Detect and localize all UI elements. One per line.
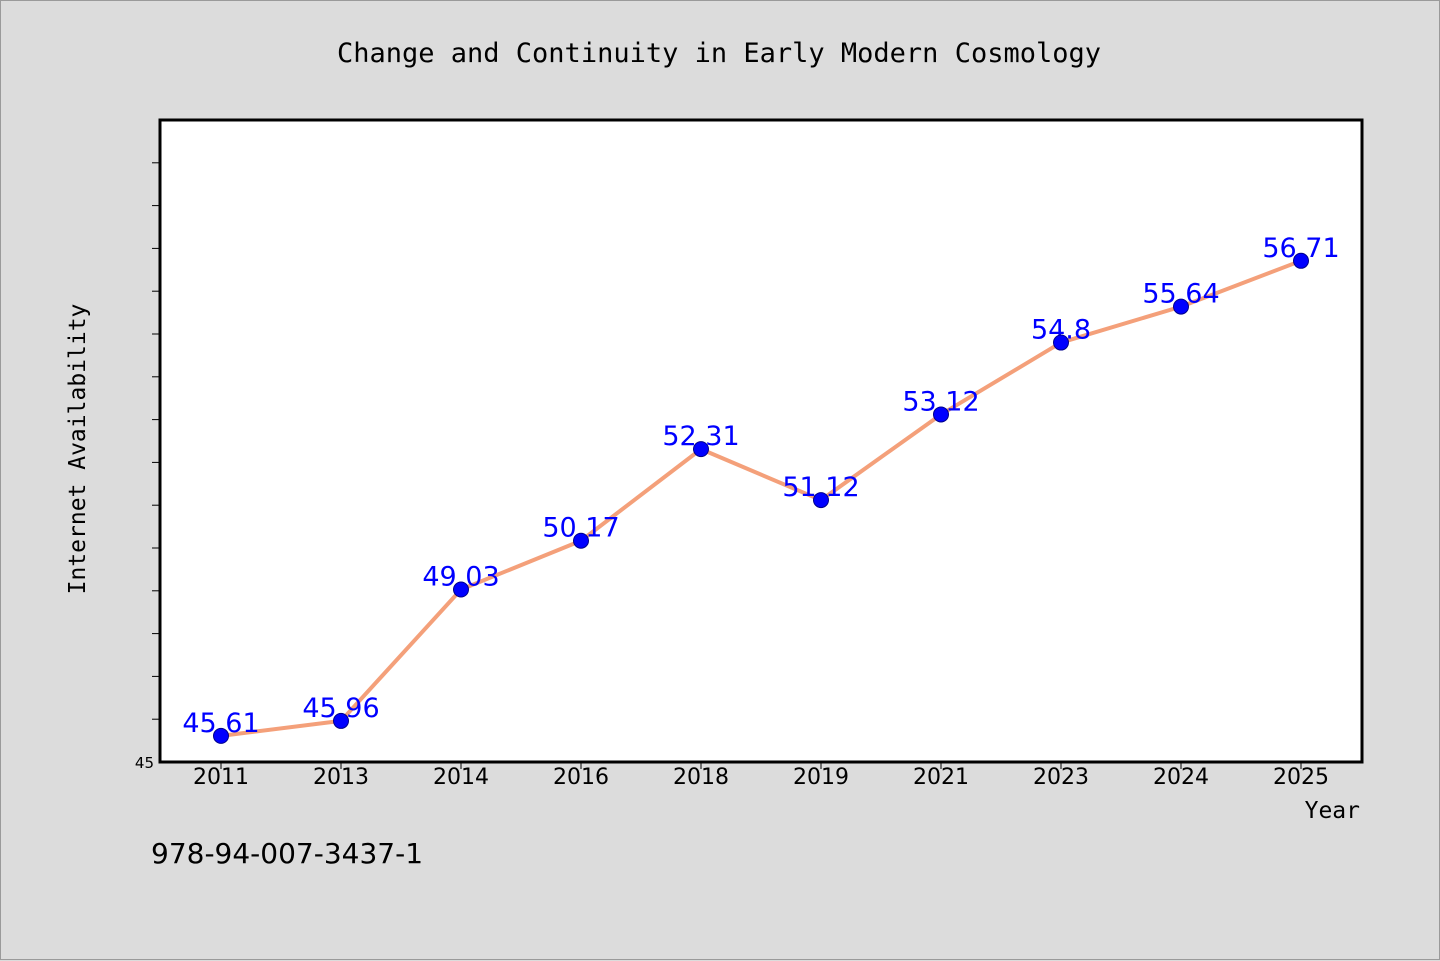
series-line [219, 258, 1303, 738]
data-point [693, 441, 709, 458]
x-tick-label: 2023 [1033, 765, 1089, 790]
data-point [453, 581, 469, 598]
y-axis-ticks [152, 162, 160, 720]
y-axis-label: Internet Availability [65, 304, 91, 595]
data-point [1293, 252, 1309, 269]
series-line-group: 45.61 45.9649.0350.1752.3151.1253.1254.85… [182, 233, 1340, 744]
data-point [1173, 298, 1189, 315]
x-tick-label: 2024 [1153, 765, 1209, 790]
plot-area [158, 118, 1364, 764]
x-tick-label: 2025 [1273, 765, 1329, 790]
data-point [1053, 334, 1069, 351]
data-point [573, 532, 589, 549]
x-tick-label: 2014 [433, 765, 489, 790]
x-tick-label: 2011 [193, 765, 249, 790]
isbn-text: 978-94-007-3437-1 [151, 837, 423, 870]
x-tick-label: 2013 [313, 765, 369, 790]
data-point [333, 712, 349, 729]
x-axis-label: Year [1305, 798, 1360, 824]
data-point [213, 727, 229, 744]
x-axis-ticks: 2011 2013 2014 2016 2018 2019 2021 2023 2024 2025 [193, 762, 1329, 790]
chart-title: Change and Continuity in Early Modern Co… [337, 38, 1101, 69]
x-tick-label: 2018 [673, 765, 729, 790]
data-point [813, 492, 829, 509]
data-point [933, 406, 949, 423]
x-tick-label: 2021 [913, 765, 969, 790]
x-tick-label: 2019 [793, 765, 849, 790]
y-tick-label: 45 [135, 754, 154, 772]
x-tick-label: 2016 [553, 765, 609, 790]
